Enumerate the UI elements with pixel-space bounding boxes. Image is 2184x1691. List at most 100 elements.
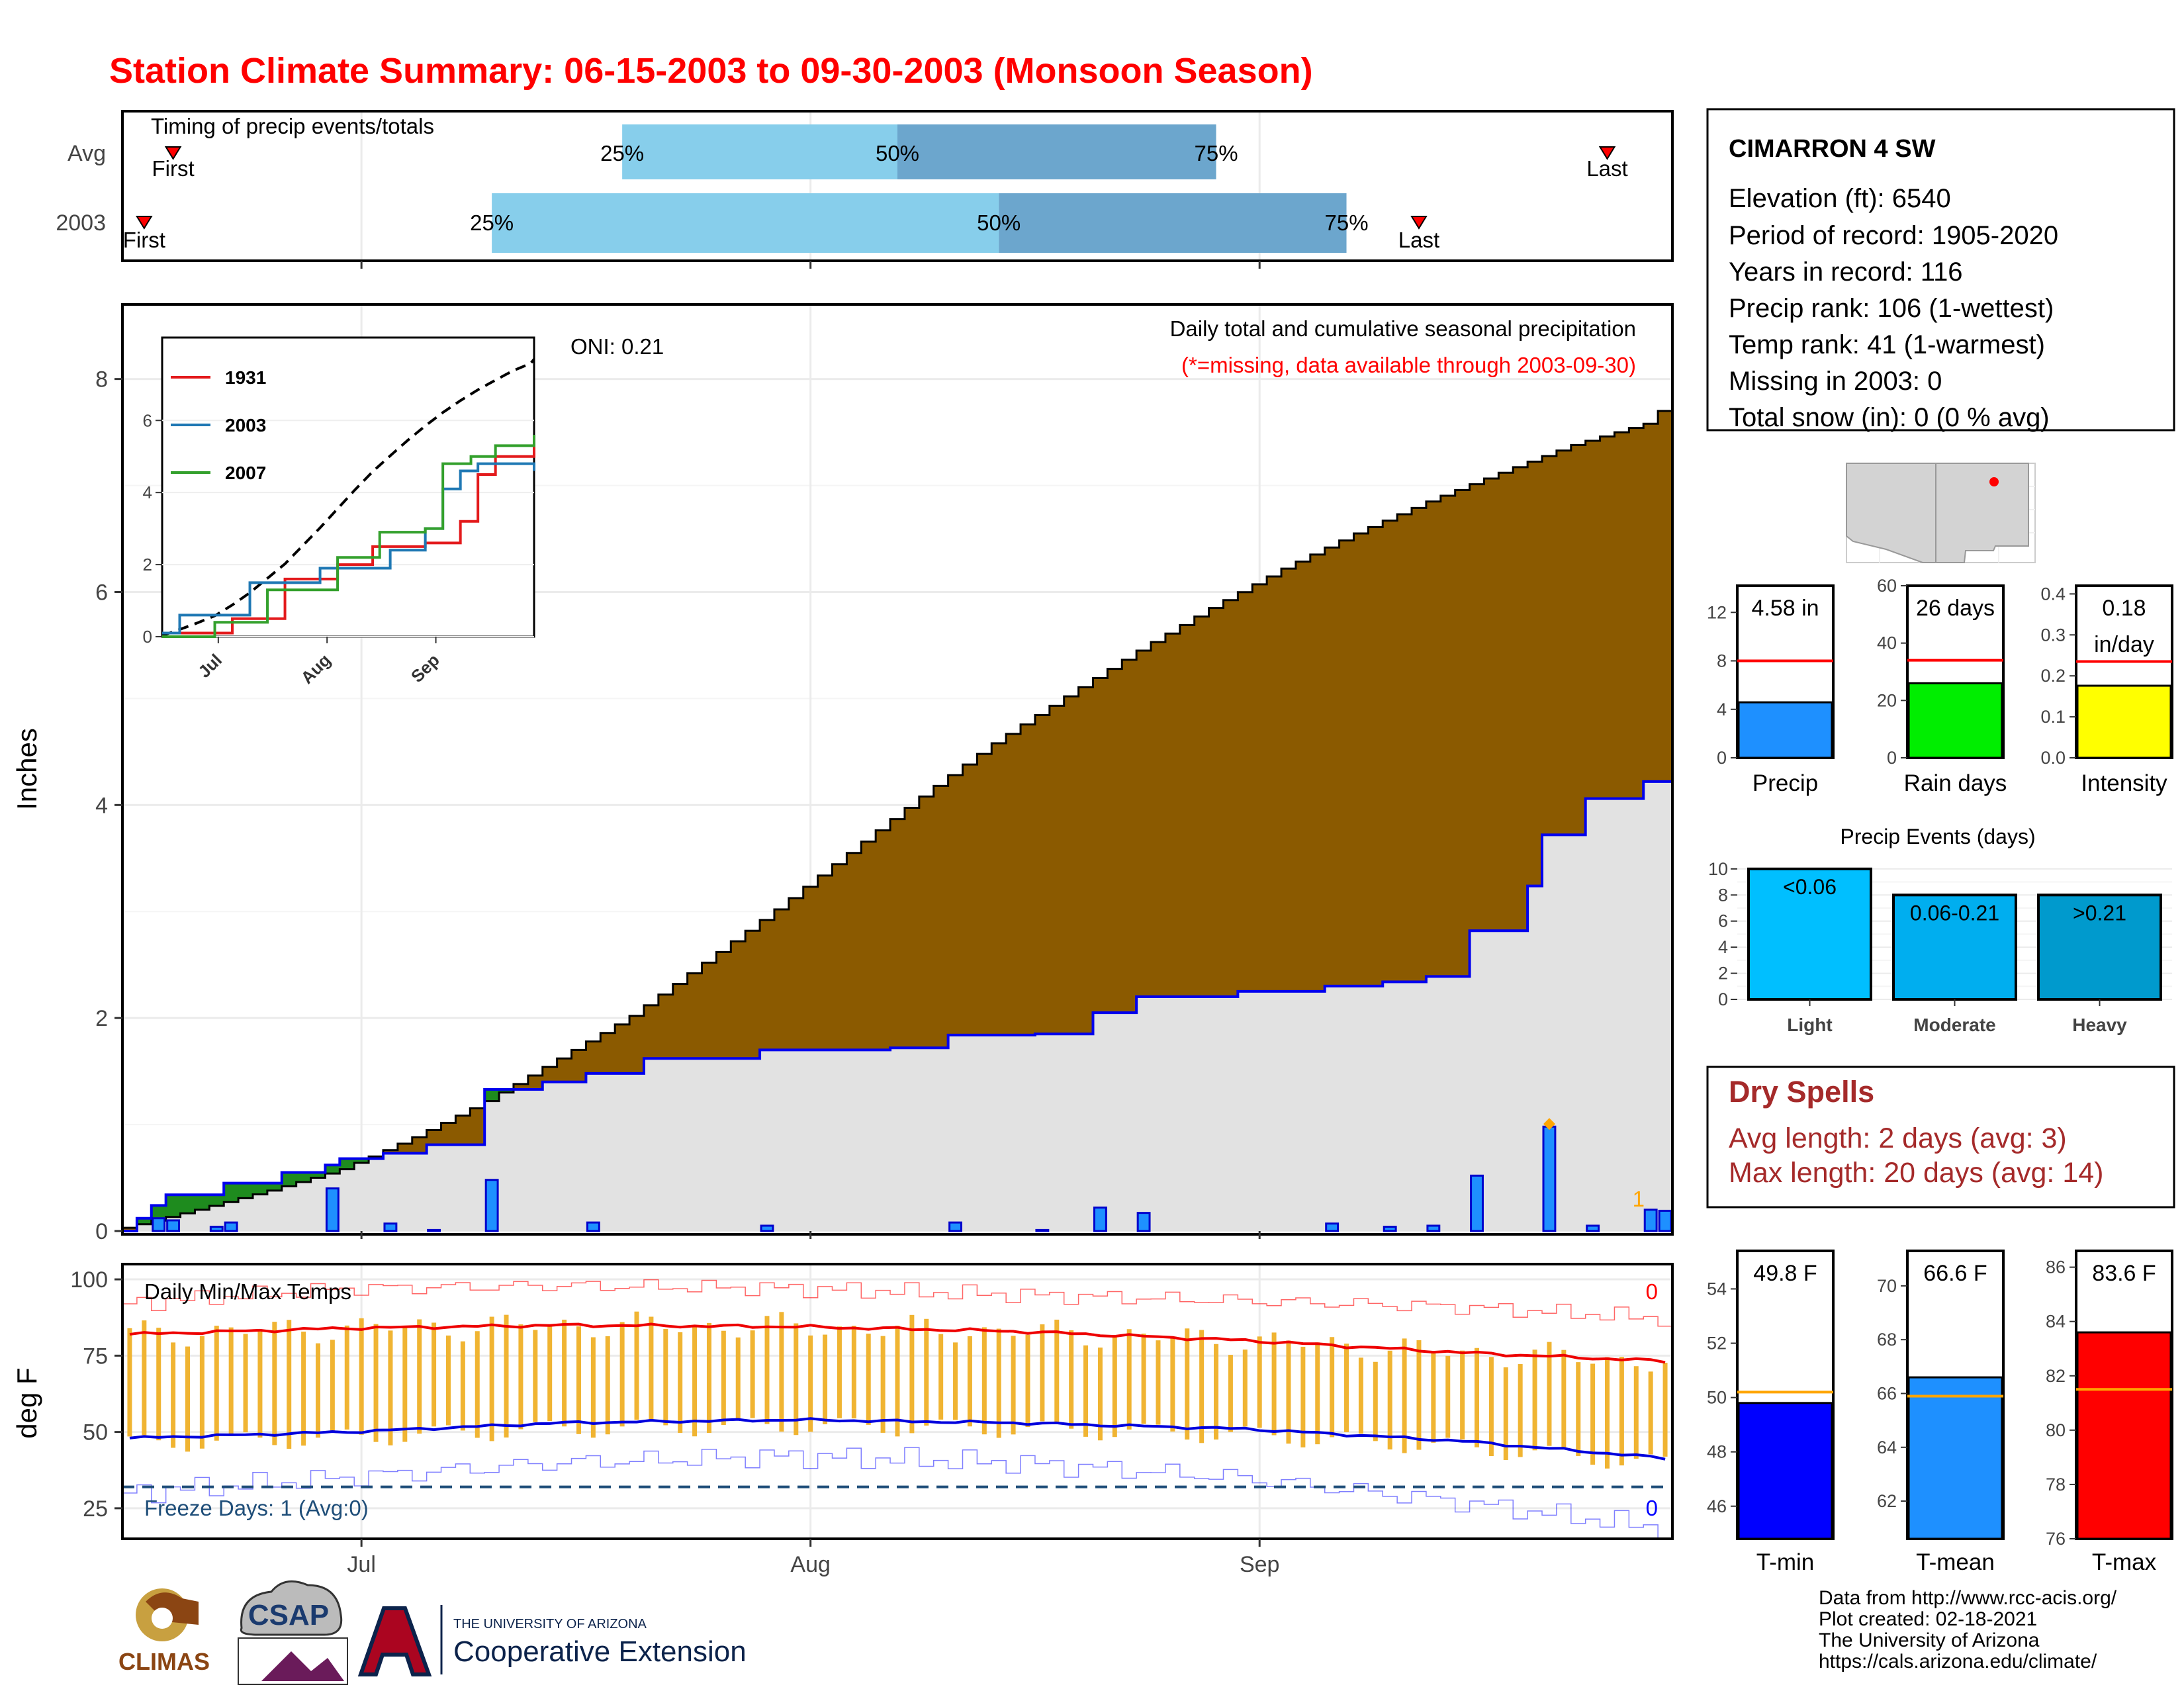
temp-bar-tick-label: 70: [1877, 1276, 1897, 1296]
daily-precip-bar: [1658, 1209, 1672, 1232]
daily-temp-bar: [953, 1342, 958, 1420]
daily-precip-bar: [1643, 1209, 1658, 1232]
events-bar-label: 0.06-0.21: [1910, 901, 1999, 925]
station-info-box: CIMARRON 4 SW Elevation (ft): 6540 Perio…: [1706, 108, 2175, 432]
daily-temp-bar: [156, 1328, 161, 1441]
mini-bar-tick-label: 0: [1887, 748, 1897, 768]
temp-bar-tick-label: 66: [1877, 1383, 1897, 1403]
inset-y-tick-label: 4: [143, 482, 152, 502]
dry-spells-title: Dry Spells: [1729, 1075, 1874, 1109]
temp-bar-tick-label: 48: [1707, 1442, 1727, 1462]
2003-cumulative-area: [122, 781, 1672, 1231]
precip-corner-count: 1: [1633, 1187, 1645, 1211]
daily-temp-bar: [663, 1329, 668, 1426]
daily-temp-bar: [866, 1334, 871, 1425]
timing-panel: Timing of precip events/totals Avg 2003 …: [56, 110, 1674, 262]
daily-temp-bar: [562, 1319, 567, 1427]
temp-y-axis-label: deg F: [11, 1367, 42, 1438]
daily-temp-bar: [417, 1319, 422, 1434]
events-category-label: Moderate: [1913, 1015, 1995, 1035]
temp-y-tick-label: 100: [70, 1267, 108, 1293]
daily-temp-bar: [1156, 1340, 1161, 1425]
temperature-bar-panels: 49.8 F 46 48 50 52 54 T-min 66.6 F 62 64 66 68 70 T-m…: [1707, 1250, 2173, 1575]
avg-last-marker-icon: [1598, 146, 1616, 160]
timing-title: Timing of precip events/totals: [151, 114, 434, 138]
inset-legend-label: 1931: [225, 367, 266, 388]
daily-temp-bar: [1590, 1363, 1596, 1465]
temp-bar-tick-label: 64: [1877, 1438, 1897, 1457]
daily-precip-bar: [1586, 1224, 1600, 1232]
daily-temp-bar: [692, 1325, 698, 1437]
station-years: Years in record: 116: [1729, 257, 1963, 287]
avg-quartile-bar-25-50: [622, 124, 897, 179]
precip-events-title: Precip Events (days): [1840, 825, 2035, 848]
precip-panel: 0 2 4 6 8 Daily total and cumulative seasona…: [11, 261, 1674, 1244]
daily-temp-bar: [475, 1331, 480, 1438]
daily-temp-bar: [518, 1324, 523, 1430]
daily-temp-bar: [1199, 1330, 1205, 1443]
daily-precip-bar: [760, 1224, 774, 1232]
daily-precip-bar: [427, 1228, 441, 1232]
precip-y-axis-label: Inches: [11, 728, 42, 810]
mini-bar-tick-label: 0.0: [2040, 748, 2066, 768]
daily-temp-bar: [1605, 1357, 1610, 1469]
daily-precip-bar: [209, 1226, 224, 1232]
surplus-area: [238, 1183, 253, 1199]
events-y-tick-label: 0: [1718, 989, 1728, 1009]
daily-precip-bar: [1383, 1226, 1397, 1232]
daily-temp-bar: [1011, 1336, 1016, 1435]
footer-university: The University of Arizona: [1819, 1629, 2040, 1651]
daily-precip-bar: [1136, 1212, 1151, 1232]
temp-bar-tick-label: 54: [1707, 1279, 1727, 1299]
station-missing: Missing in 2003: 0: [1729, 367, 1942, 396]
daily-precip-bar: [484, 1179, 499, 1232]
daily-temp-bar: [1054, 1319, 1060, 1422]
events-y-tick-label: 2: [1718, 964, 1728, 983]
daily-temp-bar: [432, 1322, 437, 1427]
climas-logo-text: CLIMAS: [118, 1648, 210, 1675]
2003-q25-label: 25%: [470, 210, 514, 235]
daily-precip-bar: [383, 1222, 398, 1232]
temp-bar-tick-label: 82: [2046, 1366, 2066, 1386]
daily-temp-bar: [489, 1316, 494, 1441]
daily-temp-bar: [402, 1326, 408, 1442]
footer-data-source: Data from http://www.rcc-acis.org/: [1819, 1587, 2117, 1609]
events-y-tick-label: 10: [1708, 859, 1728, 879]
daily-temp-bar: [851, 1326, 856, 1419]
temp-bar-value: 83.6 F: [2092, 1261, 2156, 1286]
logos: CLIMAS CSAP THE UNIVERSITY OF ARIZONA Co…: [118, 1580, 747, 1685]
daily-temp-bar: [1242, 1349, 1248, 1427]
daily-precip-bar: [1093, 1207, 1107, 1232]
surplus-area: [267, 1183, 283, 1191]
temp-bar-t-max: [2076, 1331, 2172, 1540]
daily-temp-bar: [1431, 1351, 1436, 1443]
daily-temp-bar: [445, 1335, 451, 1426]
daily-temp-bar: [257, 1331, 263, 1438]
avg-q50-label: 50%: [876, 141, 919, 165]
daily-temp-bar: [301, 1331, 306, 1446]
2003-last-marker-icon: [1410, 216, 1428, 230]
daily-temp-bar: [1330, 1337, 1335, 1438]
daily-temp-bar: [185, 1346, 190, 1452]
station-temp-rank: Temp rank: 41 (1-warmest): [1729, 330, 2045, 359]
temp-bar-tick-label: 80: [2046, 1420, 2066, 1440]
daily-precip-bar: [1470, 1174, 1484, 1232]
page-title: Station Climate Summary: 06-15-2003 to 0…: [109, 51, 1313, 91]
2003-first-label: First: [123, 228, 165, 252]
events-category-label: Heavy: [2072, 1015, 2127, 1035]
summary-bar-panels: 4.58 in 0 4 8 12 Precip 26 days 0 20 40 60 Rain day…: [1707, 576, 2173, 796]
inset-legend-label: 2007: [225, 463, 266, 483]
daily-temp-bar: [1561, 1349, 1567, 1448]
daily-temp-bar: [1633, 1366, 1639, 1459]
daily-temp-bar: [895, 1326, 900, 1437]
daily-temp-bar: [678, 1332, 683, 1433]
events-bar-moderate: [1892, 893, 2017, 1001]
daily-temp-bar: [837, 1326, 842, 1418]
daily-temp-bar: [388, 1330, 393, 1445]
temp-bar-label: T-mean: [1916, 1549, 1995, 1575]
surplus-area: [310, 1172, 326, 1178]
events-bar-label: >0.21: [2073, 901, 2126, 925]
temp-y-tick-label: 25: [83, 1496, 108, 1522]
daily-temp-bar: [504, 1314, 509, 1438]
